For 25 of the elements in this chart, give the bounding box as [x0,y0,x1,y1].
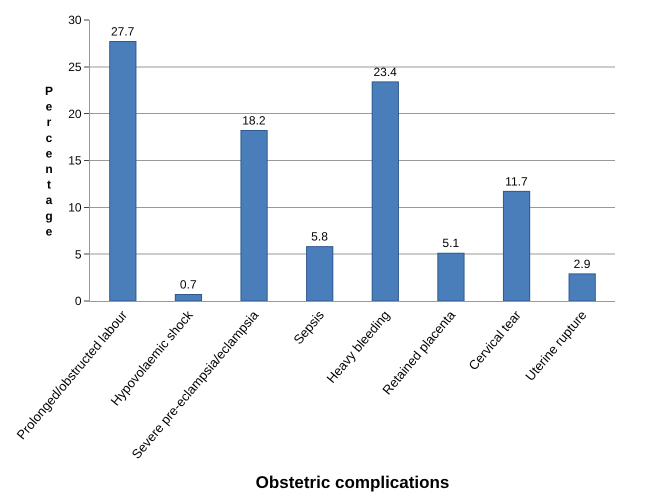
y-tick-label: 25 [68,60,82,74]
y-tick-label: 30 [68,13,82,28]
bar [174,294,202,301]
data-label: 11.7 [505,174,528,188]
text: Percentage [45,84,54,238]
data-label: 5.8 [311,230,328,244]
y-tick-label: 0 [74,294,82,308]
bar [109,41,136,301]
data-label: 5.1 [442,236,460,250]
data-label: 0.7 [180,277,197,292]
x-axis-title: Obstetric complications [256,473,450,492]
bar [568,273,596,301]
data-label: 18.2 [242,114,266,128]
data-label: 2.9 [574,256,591,271]
y-tick-label: 10 [68,200,82,215]
bar [372,81,399,301]
data-label: 27.7 [110,24,135,39]
bar [437,252,465,301]
bar [502,190,530,301]
y-tick-label: 15 [68,154,82,168]
data-label: 23.4 [373,64,398,79]
bar [240,130,268,301]
bar [306,246,334,301]
y-tick-label: 5 [74,247,82,262]
y-tick-label: 20 [68,106,82,121]
